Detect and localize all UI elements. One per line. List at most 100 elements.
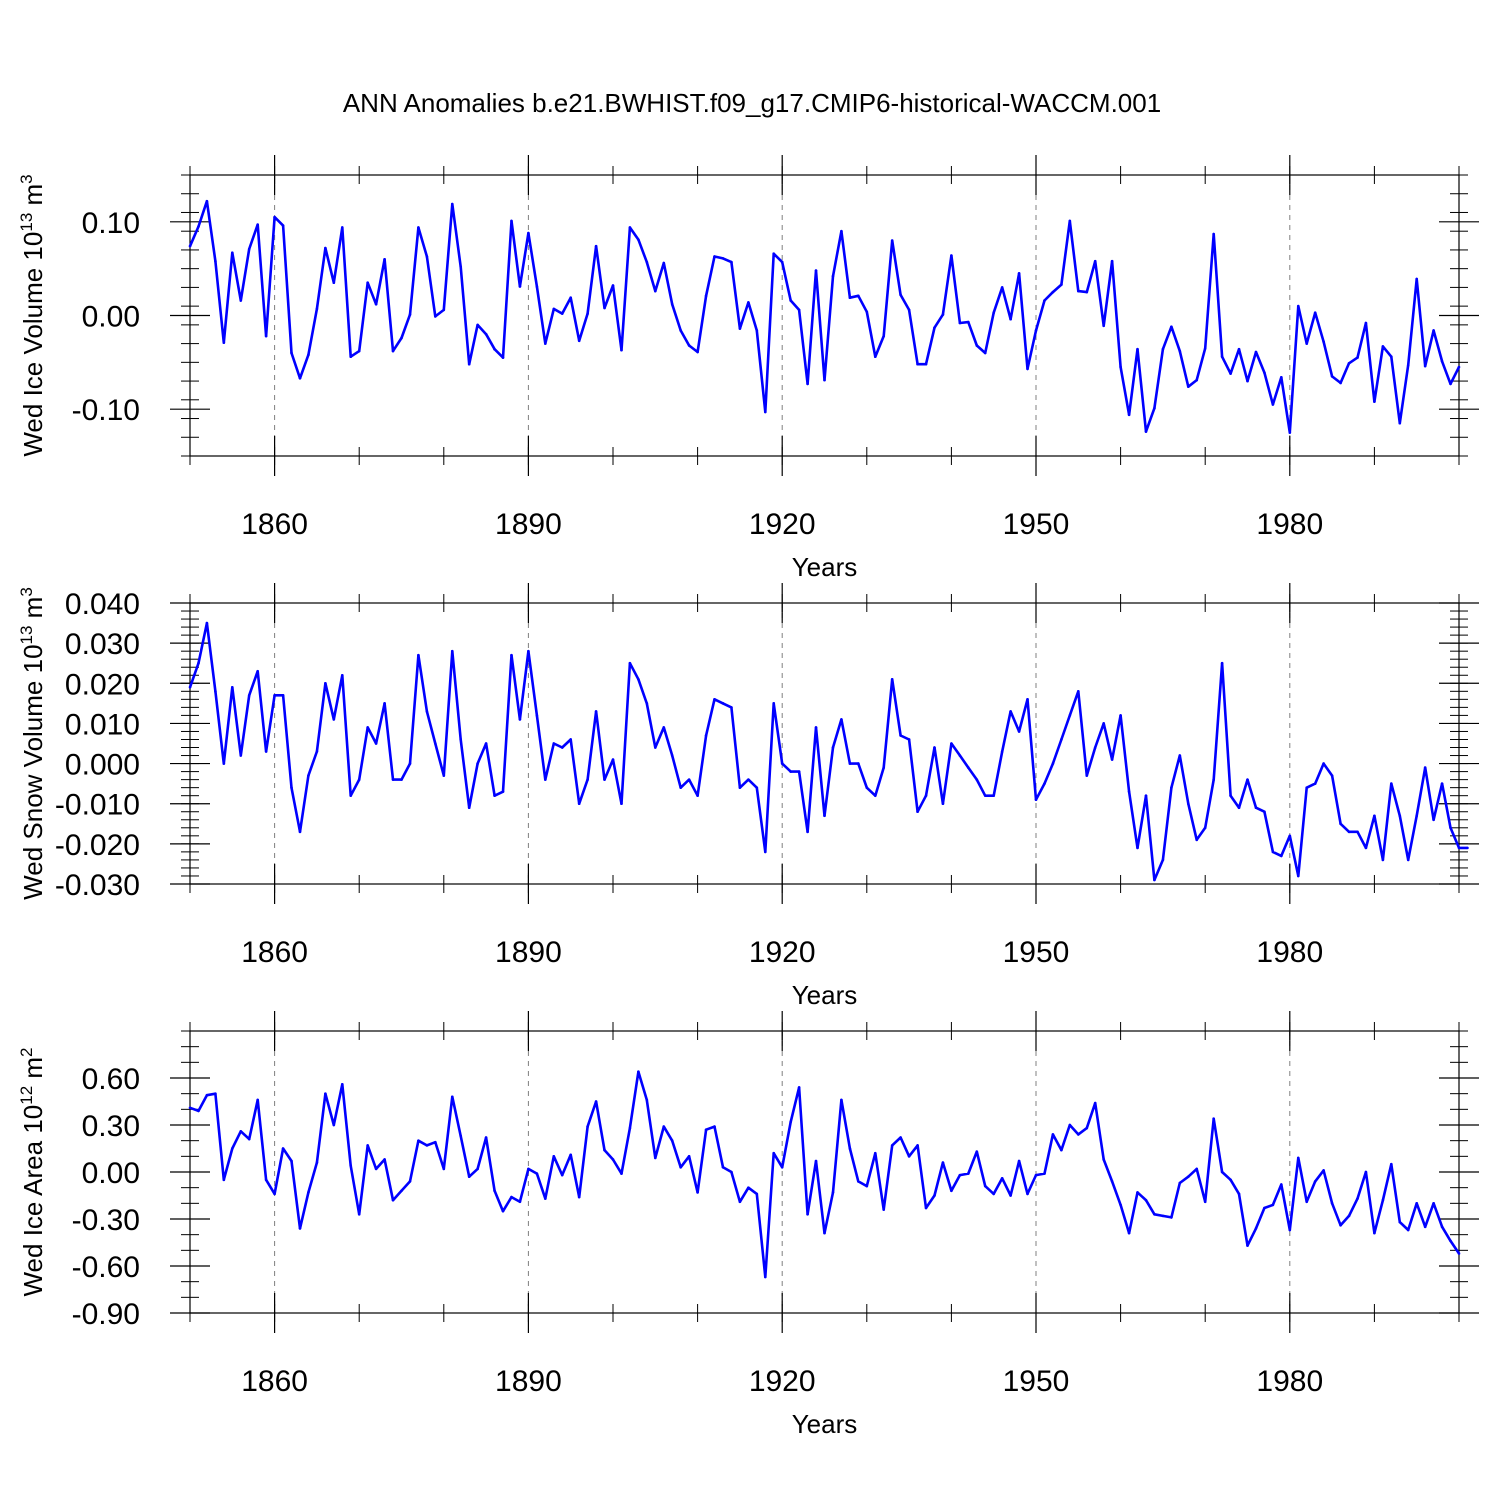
data-point (687, 1155, 691, 1158)
data-point (628, 226, 632, 229)
data-point (205, 199, 209, 203)
data-point (637, 677, 640, 681)
y-tick-label: 0.00 (82, 301, 140, 334)
data-point (417, 1139, 420, 1142)
y-tick-label: -0.10 (72, 394, 140, 427)
data-point (332, 281, 336, 285)
x-axis-title: Years (792, 980, 858, 1010)
data-point (933, 1194, 936, 1197)
data-point (1305, 1200, 1309, 1204)
data-point (950, 254, 953, 257)
data-point (1144, 794, 1148, 797)
data-point (620, 348, 623, 352)
series-line (188, 621, 1468, 882)
data-point (704, 734, 708, 737)
data-point (1093, 1101, 1097, 1105)
data-point (1170, 1216, 1173, 1219)
data-point (349, 1164, 353, 1168)
data-point (797, 308, 801, 312)
data-point (1415, 814, 1418, 818)
data-point (1432, 1202, 1435, 1205)
plot-frame (189, 602, 1460, 885)
data-point (882, 334, 886, 338)
data-point (450, 202, 454, 206)
main-title: ANN Anomalies b.e21.BWHIST.f09_g17.CMIP6… (343, 88, 1161, 118)
data-point (459, 265, 463, 269)
data-point (340, 673, 344, 677)
data-point (670, 754, 674, 757)
data-point (738, 327, 742, 330)
data-point (840, 229, 843, 233)
data-point (484, 1136, 488, 1139)
data-point (611, 284, 615, 287)
y-axis-title: Wed Snow Volume 1013 m3 (17, 587, 48, 900)
data-point (1127, 413, 1131, 417)
data-point (1085, 774, 1089, 777)
data-point (1263, 810, 1266, 814)
data-point (1051, 1133, 1055, 1136)
data-point (510, 219, 513, 223)
data-point (408, 1180, 412, 1183)
data-point (814, 726, 818, 729)
data-point (1296, 874, 1300, 878)
data-point (814, 1159, 818, 1163)
data-point (273, 694, 276, 697)
data-point (197, 225, 200, 228)
data-point (679, 1166, 682, 1169)
data-point (1009, 710, 1012, 713)
panel-1: -0.10 0.00 0.10 1860 1890 1920 1950 1980 Years We… (17, 155, 1479, 582)
data-point (442, 774, 446, 777)
data-point (1034, 798, 1038, 801)
data-point (273, 215, 276, 219)
data-point (772, 702, 776, 705)
data-point (518, 285, 522, 288)
y-tick-label: -0.90 (72, 1298, 140, 1331)
data-point (476, 1167, 479, 1171)
data-point (797, 770, 801, 773)
y-tick-label: 0.010 (65, 708, 140, 741)
data-point (696, 350, 699, 354)
data-point (1203, 826, 1207, 830)
data-point (1330, 1202, 1334, 1205)
data-point (645, 1098, 649, 1102)
data-point (1423, 766, 1427, 769)
data-point (434, 1140, 437, 1144)
y-axis-title: Wed Ice Volume 1013 m3 (17, 174, 48, 456)
data-point (214, 1092, 217, 1095)
data-point (374, 1167, 378, 1171)
data-point (823, 814, 826, 818)
data-point (324, 246, 327, 250)
data-point (594, 244, 598, 248)
data-point (383, 702, 386, 705)
panel-3: -0.90 -0.60 -0.30 0.00 0.30 0.60 1860 1890 1920 1… (17, 1011, 1479, 1439)
data-point (315, 750, 319, 753)
data-point (1195, 838, 1199, 842)
data-point (1288, 431, 1292, 434)
data-point (307, 353, 310, 357)
data-point (1102, 1158, 1105, 1161)
data-point (1093, 746, 1097, 749)
data-point (1449, 382, 1452, 386)
data-point (586, 778, 589, 781)
data-point (1186, 802, 1190, 806)
data-point (1170, 786, 1173, 789)
data-point (391, 778, 395, 781)
data-point (992, 794, 995, 797)
data-point (332, 718, 336, 721)
data-point (408, 762, 412, 765)
data-point (763, 1275, 767, 1279)
data-point (1093, 259, 1097, 263)
data-point (924, 362, 928, 366)
data-point (1186, 385, 1190, 388)
plot-frame (189, 174, 1460, 457)
data-point (1415, 277, 1418, 281)
data-point (1102, 722, 1105, 725)
data-point (924, 1206, 928, 1210)
data-point (992, 311, 995, 314)
data-point (1127, 1231, 1131, 1235)
data-point (789, 1120, 792, 1124)
data-point (518, 1200, 522, 1204)
data-point (247, 1137, 251, 1141)
data-point (281, 224, 285, 227)
data-point (789, 299, 792, 302)
